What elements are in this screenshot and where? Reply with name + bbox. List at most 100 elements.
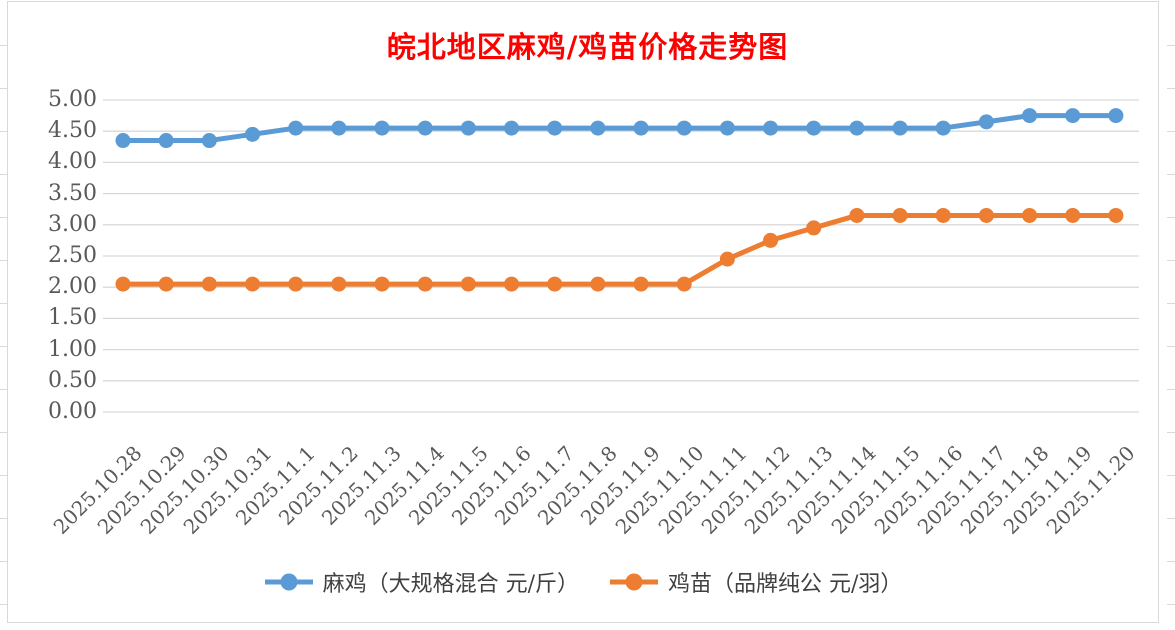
data-point-marker [547,120,563,136]
legend-marker-icon [610,573,658,591]
data-point-marker [460,276,476,292]
data-point-marker [892,120,908,136]
y-tick-label: 3.00 [48,211,97,237]
y-tick-label: 5.00 [48,87,97,112]
data-point-marker [1022,207,1038,223]
sheet-gridline-stub [1167,260,1175,261]
data-point-marker [201,133,217,149]
data-point-marker [1065,207,1081,223]
sheet-gridline-stub [1167,432,1175,433]
data-point-marker [115,276,131,292]
sheet-gridline-stub [0,88,7,89]
sheet-gridline-stub [0,131,7,132]
data-point-marker [1065,108,1081,124]
y-tick-label: 2.00 [48,274,97,300]
data-point-marker [892,207,908,223]
data-point-marker [201,276,217,292]
data-point-marker [849,120,865,136]
sheet-gridline-stub [0,518,7,519]
chart-frame [7,1,1159,623]
y-tick-label: 1.00 [48,336,97,362]
sheet-gridline-stub [0,346,7,347]
data-point-marker [719,251,735,267]
data-point-marker [158,276,174,292]
sheet-gridline-stub [1167,217,1175,218]
y-tick-label: 1.50 [48,305,97,331]
data-point-marker [245,276,261,292]
data-point-marker [331,120,347,136]
data-point-marker [245,126,261,142]
sheet-gridline-stub [1167,561,1175,562]
data-point-marker [331,276,347,292]
data-point-marker [288,276,304,292]
sheet-gridline-stub [0,475,7,476]
sheet-gridline-stub [0,303,7,304]
y-tick-label: 0.50 [48,367,97,393]
sheet-gridline-stub [1167,389,1175,390]
data-point-marker [590,120,606,136]
data-point-marker [504,120,520,136]
sheet-gridline-stub [1167,174,1175,175]
data-point-marker [676,276,692,292]
sheet-gridline-stub [0,260,7,261]
sheet-gridline-stub [1167,131,1175,132]
data-point-marker [763,120,779,136]
sheet-gridline-stub [0,389,7,390]
legend-item-1: 鸡苗（品牌纯公 元/羽） [609,566,902,598]
sheet-gridline-stub [1167,604,1175,605]
sheet-gridline-stub [0,432,7,433]
y-tick-label: 4.50 [48,118,97,144]
data-point-marker [288,120,304,136]
sheet-gridline-stub [0,217,7,218]
data-point-marker [460,120,476,136]
legend-label: 麻鸡（大规格混合 元/斤） [322,572,579,597]
legend-marker-icon [264,573,313,591]
data-point-marker [935,207,951,223]
data-point-marker [158,133,174,149]
y-tick-label: 0.00 [48,399,97,424]
sheet-gridline-stub [1167,88,1175,89]
sheet-gridline-stub [1167,45,1175,46]
data-point-marker [763,232,779,248]
data-point-marker [935,120,951,136]
data-point-marker [633,120,649,136]
sheet-gridline-stub [0,561,7,562]
data-point-marker [417,276,433,292]
data-point-marker [849,207,865,223]
series-line [120,113,1119,144]
data-point-marker [806,120,822,136]
sheet-gridline-stub [1167,346,1175,347]
data-point-marker [1022,108,1038,124]
data-point-marker [676,120,692,136]
y-tick-label: 4.00 [48,149,97,175]
data-point-marker [978,114,994,130]
data-point-marker [806,220,822,236]
data-point-marker [504,276,520,292]
sheet-gridline-stub [0,604,7,605]
data-point-marker [547,276,563,292]
sheet-gridline-stub [0,45,7,46]
y-tick-label: 2.50 [48,243,97,268]
data-point-marker [417,120,433,136]
sheet-gridline-stub [1167,475,1175,476]
data-point-marker [590,276,606,292]
data-point-marker [115,133,131,149]
sheet-gridline-stub [1167,303,1175,304]
legend-label: 鸡苗（品牌纯公 元/羽） [668,572,903,597]
y-tick-label: 3.50 [48,180,97,206]
chart-legend: 麻鸡（大规格混合 元/斤） 鸡苗（品牌纯公 元/羽） [7,566,1159,598]
chart-title: 皖北地区麻鸡/鸡苗价格走势图 [386,30,789,64]
sheet-gridline-stub [0,174,7,175]
legend-item-0: 麻鸡（大规格混合 元/斤） [264,566,579,598]
data-point-marker [1108,207,1124,223]
series-line [120,212,1119,287]
data-point-marker [374,120,390,136]
data-point-marker [1108,108,1124,124]
data-point-marker [374,276,390,292]
sheet-gridline-stub [1167,518,1175,519]
data-point-marker [978,207,994,223]
data-point-marker [719,120,735,136]
data-point-marker [633,276,649,292]
